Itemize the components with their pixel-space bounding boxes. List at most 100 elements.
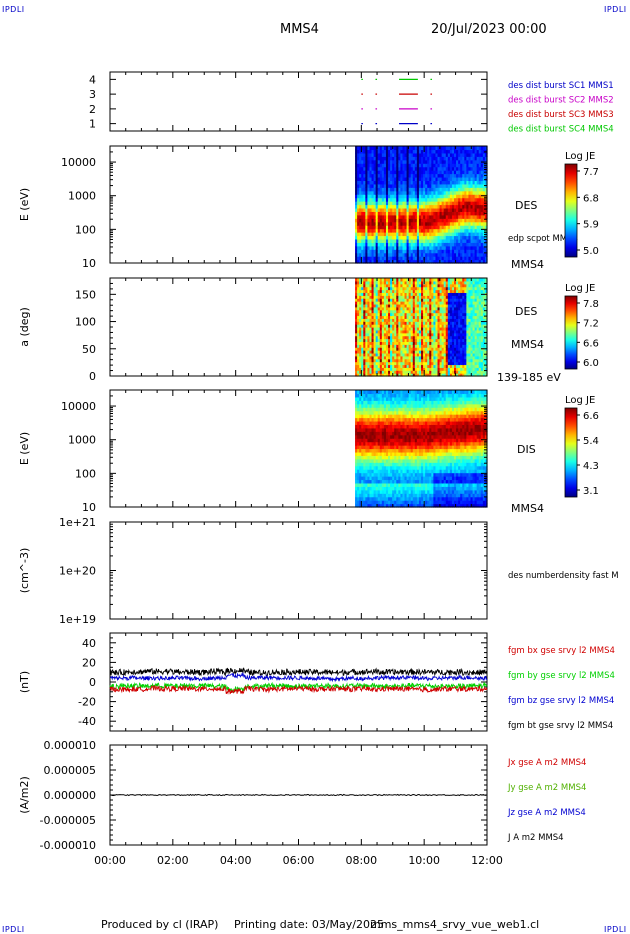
heatmap-cell [437, 221, 441, 226]
heatmap-cell [414, 170, 418, 175]
heatmap-cell [363, 194, 366, 199]
heatmap-cell [377, 358, 381, 363]
heatmap-cell [458, 312, 461, 317]
heatmap-cell [381, 173, 385, 178]
heatmap-cell [371, 166, 375, 171]
heatmap-cell [449, 321, 453, 325]
heatmap-cell [402, 309, 406, 314]
heatmap-cell [423, 201, 426, 206]
heatmap-cell [361, 344, 364, 348]
heatmap-cell [369, 451, 373, 456]
heatmap-cell [468, 295, 472, 299]
heatmap-cell [476, 218, 480, 223]
heatmap-cell [421, 170, 424, 175]
heatmap-cell [400, 235, 404, 240]
heatmap-cell [418, 361, 422, 366]
heatmap-cell [373, 211, 377, 216]
heatmap-cell [367, 364, 371, 368]
heatmap-cell [425, 190, 428, 195]
heatmap-cell [402, 292, 406, 296]
heatmap-cell [406, 292, 410, 296]
heatmap-cell [377, 259, 381, 264]
heatmap-cell [400, 358, 404, 363]
heatmap-cell [388, 344, 391, 348]
heatmap-cell [355, 306, 358, 311]
heatmap-cell [427, 286, 430, 291]
heatmap-cell [363, 489, 366, 494]
heatmap-cell [441, 315, 445, 319]
heatmap-cell [367, 347, 371, 351]
heatmap-cell [449, 149, 453, 154]
heatmap-cell [361, 355, 364, 360]
heatmap-cell [441, 197, 445, 202]
heatmap-cell [377, 197, 381, 202]
heatmap-cell [460, 235, 463, 240]
heatmap-cell [441, 149, 445, 154]
heatmap-cell [373, 249, 377, 254]
heatmap-cell [367, 309, 371, 314]
heatmap-cell [476, 152, 480, 157]
heatmap-cell [383, 149, 387, 154]
heatmap-cell [381, 170, 385, 175]
heatmap-cell [429, 338, 432, 343]
heatmap-cell [361, 424, 364, 429]
heatmap-cell [410, 163, 414, 168]
heatmap-cell [400, 194, 404, 199]
heatmap-cell [363, 318, 366, 322]
heatmap-cell [363, 438, 366, 443]
heatmap-cell [480, 245, 484, 250]
heatmap-cell [418, 238, 422, 243]
heatmap-cell [410, 173, 414, 178]
heatmap-cell [365, 312, 369, 317]
heatmap-cell [443, 245, 447, 250]
heatmap-cell [359, 469, 362, 474]
heatmap-cell [377, 249, 381, 254]
heatmap-cell [357, 278, 360, 282]
heatmap-cell [437, 235, 441, 240]
heatmap-cell [359, 152, 362, 157]
heatmap-cell [408, 235, 412, 240]
heatmap-cell [435, 332, 439, 337]
heatmap-cell [402, 228, 406, 233]
heatmap-cell [416, 214, 420, 219]
heatmap-cell [439, 298, 443, 302]
heatmap-cell [379, 232, 383, 237]
heatmap-cell [443, 286, 447, 291]
y-tick-label: 1 [89, 118, 96, 131]
heatmap-cell [396, 259, 399, 264]
heatmap-cell [470, 187, 474, 192]
heatmap-cell [427, 292, 430, 296]
heatmap-cell [456, 278, 459, 282]
heatmap-cell [476, 312, 480, 317]
heatmap-cell [367, 341, 371, 345]
heatmap-cell [359, 149, 362, 154]
heatmap-cell [458, 298, 461, 302]
heatmap-cell [460, 159, 463, 164]
y-tick-label: 0 [89, 370, 96, 383]
heatmap-cell [470, 156, 474, 161]
heatmap-cell [377, 190, 381, 195]
heatmap-cell [404, 344, 408, 348]
heatmap-cell [377, 245, 381, 250]
heatmap-cell [373, 170, 377, 175]
heatmap-cell [361, 476, 364, 481]
heatmap-cell [427, 358, 430, 363]
heatmap-cell [433, 335, 437, 340]
heatmap-cell [431, 245, 434, 250]
heatmap-cell [466, 249, 470, 254]
heatmap-cell [371, 176, 375, 182]
heatmap-cell [367, 183, 371, 188]
heatmap-cell [394, 249, 397, 254]
heatmap-cell [410, 235, 414, 240]
heatmap-cell [460, 211, 463, 216]
heatmap-cell [396, 204, 399, 209]
heatmap-cell [367, 207, 371, 212]
heatmap-cell [369, 448, 373, 453]
heatmap-cell [414, 318, 418, 322]
heatmap-cell [451, 318, 455, 322]
heatmap-cell [377, 338, 381, 343]
heatmap-cell [381, 318, 385, 322]
heatmap-cell [357, 367, 360, 371]
heatmap-cell [462, 280, 465, 285]
heatmap-cell [431, 324, 434, 328]
